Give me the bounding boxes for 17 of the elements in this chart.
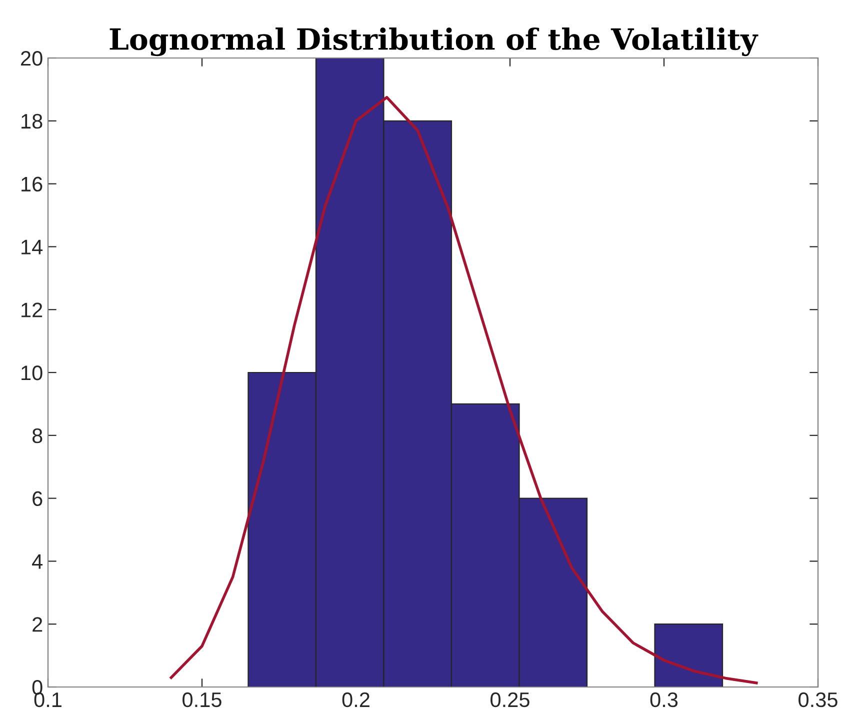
chart-title: Lognormal Distribution of the Volatility: [110, 28, 758, 56]
y-tick-label: 6: [32, 491, 42, 506]
y-tick-label: 12: [22, 302, 42, 318]
x-tick-label: 0.3: [650, 692, 678, 708]
y-tick-label: 2: [32, 617, 42, 632]
x-tick-label: 0.25: [490, 692, 530, 708]
x-tick-label: 0.35: [798, 692, 838, 708]
line-series: [170, 96, 758, 684]
y-tick-label: 4: [32, 554, 43, 569]
y-tick-label: 20: [21, 51, 42, 66]
y-tick-label: 14: [22, 240, 43, 254]
y-tick-label: 18: [22, 114, 42, 129]
y-tick-label: 10: [22, 366, 42, 380]
y-tick-label: 8: [32, 428, 42, 444]
x-tick-label: 0.2: [342, 692, 370, 708]
y-tick-label: 16: [22, 176, 42, 192]
x-tick-label: 0.15: [182, 692, 222, 708]
